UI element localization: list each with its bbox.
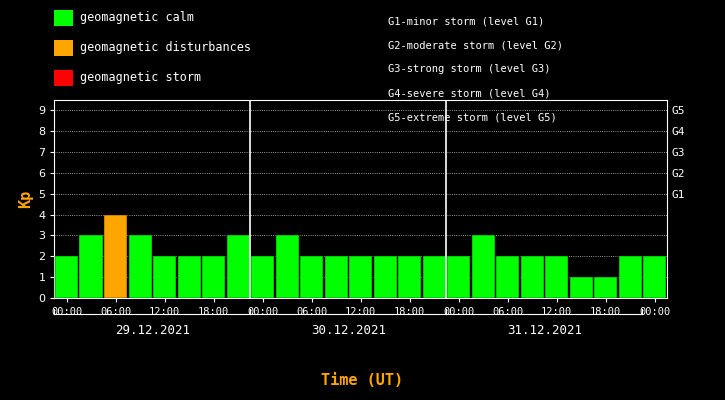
Bar [202, 256, 225, 298]
Bar [80, 236, 103, 298]
Bar [496, 256, 519, 298]
Bar [349, 256, 373, 298]
Text: G5-extreme storm (level G5): G5-extreme storm (level G5) [388, 112, 557, 122]
Text: G4-severe storm (level G4): G4-severe storm (level G4) [388, 88, 550, 98]
Bar [226, 236, 250, 298]
Bar [545, 256, 568, 298]
Text: geomagnetic storm: geomagnetic storm [80, 72, 201, 84]
Text: geomagnetic calm: geomagnetic calm [80, 12, 194, 24]
Text: Time (UT): Time (UT) [321, 373, 404, 388]
Bar [325, 256, 348, 298]
Text: 31.12.2021: 31.12.2021 [507, 324, 582, 336]
Bar [423, 256, 446, 298]
Bar [300, 256, 323, 298]
Bar [276, 236, 299, 298]
Text: geomagnetic disturbances: geomagnetic disturbances [80, 42, 251, 54]
Bar [594, 277, 618, 298]
Text: G1-minor storm (level G1): G1-minor storm (level G1) [388, 16, 544, 26]
Bar [153, 256, 176, 298]
Bar [643, 256, 666, 298]
Bar [471, 236, 495, 298]
Bar [570, 277, 593, 298]
Text: 30.12.2021: 30.12.2021 [311, 324, 386, 336]
Bar [251, 256, 274, 298]
Bar [398, 256, 421, 298]
Y-axis label: Kp: Kp [17, 190, 33, 208]
Text: G2-moderate storm (level G2): G2-moderate storm (level G2) [388, 40, 563, 50]
Text: G3-strong storm (level G3): G3-strong storm (level G3) [388, 64, 550, 74]
Bar [104, 215, 128, 298]
Bar [521, 256, 544, 298]
Bar [447, 256, 471, 298]
Bar [373, 256, 397, 298]
Bar [55, 256, 78, 298]
Bar [128, 236, 152, 298]
Text: 29.12.2021: 29.12.2021 [115, 324, 190, 336]
Bar [178, 256, 201, 298]
Bar [618, 256, 642, 298]
